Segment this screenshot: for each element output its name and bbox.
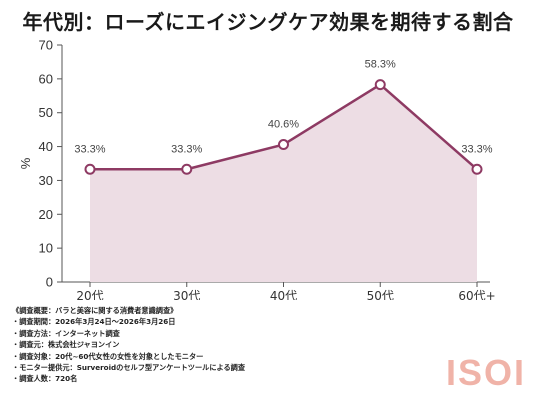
x-tick-label: 60代+ xyxy=(458,289,495,300)
points-layer xyxy=(84,79,483,175)
y-tick-label: 70 xyxy=(39,38,53,53)
chart-title: 年代別：ローズにエイジングケア効果を期待する割合 xyxy=(22,10,514,34)
note-line: ・調査元：株式会社ジャヨンイン xyxy=(12,340,120,350)
note-line: ・調査対象：20代~60代女性の女性を対象としたモニター xyxy=(12,351,204,361)
y-tick-label: 20 xyxy=(39,207,53,222)
y-axis-label: % xyxy=(18,157,33,169)
survey-notes: 《調査概要：バラと美容に関する消費者意識調査》 ・調査期間：2026年3月24日… xyxy=(12,305,432,385)
x-tick-label: 20代 xyxy=(76,289,103,300)
y-tick-label: 60 xyxy=(39,71,53,86)
note-line: ・調査期間：2026年3月24日～2026年3月26日 xyxy=(12,317,176,327)
note-line: ・調査人数：720名 xyxy=(12,374,78,384)
data-point xyxy=(84,163,96,175)
data-label: 40.6% xyxy=(268,119,299,131)
note-line: 《調査概要：バラと美容に関する消費者意識調査》 xyxy=(12,306,178,315)
x-tick-label: 50代 xyxy=(367,289,394,300)
x-tick-label: 30代 xyxy=(173,289,200,300)
data-point xyxy=(471,163,483,175)
note-line: ・モニター提供元：Surveroidのセルフ型アンケートツールによる調査 xyxy=(12,363,246,373)
data-label: 33.3% xyxy=(74,143,105,155)
x-tick-label: 40代 xyxy=(270,289,297,300)
data-point xyxy=(181,163,193,175)
y-tick-label: 10 xyxy=(39,241,53,256)
y-tick-label: 50 xyxy=(39,105,53,120)
note-line: ・調査方法：インターネット調査 xyxy=(12,328,120,338)
data-label: 33.3% xyxy=(171,143,202,155)
brand-logo: ISOI xyxy=(445,352,526,393)
y-axis: 0 10 20 30 40 50 60 70 xyxy=(39,38,63,290)
x-axis: 20代 30代 40代 50代 60代+ xyxy=(62,281,496,300)
y-tick-label: 40 xyxy=(39,139,53,154)
data-label: 33.3% xyxy=(461,143,492,155)
data-label: 58.3% xyxy=(365,59,396,71)
labels-layer: 33.3% 33.3% 40.6% 58.3% 33.3% xyxy=(74,59,492,156)
area-layer xyxy=(90,83,478,282)
area-fill xyxy=(90,84,477,282)
y-tick-label: 30 xyxy=(39,173,53,188)
data-point xyxy=(374,79,386,91)
y-tick-label: 0 xyxy=(46,275,53,290)
data-point xyxy=(278,139,289,151)
